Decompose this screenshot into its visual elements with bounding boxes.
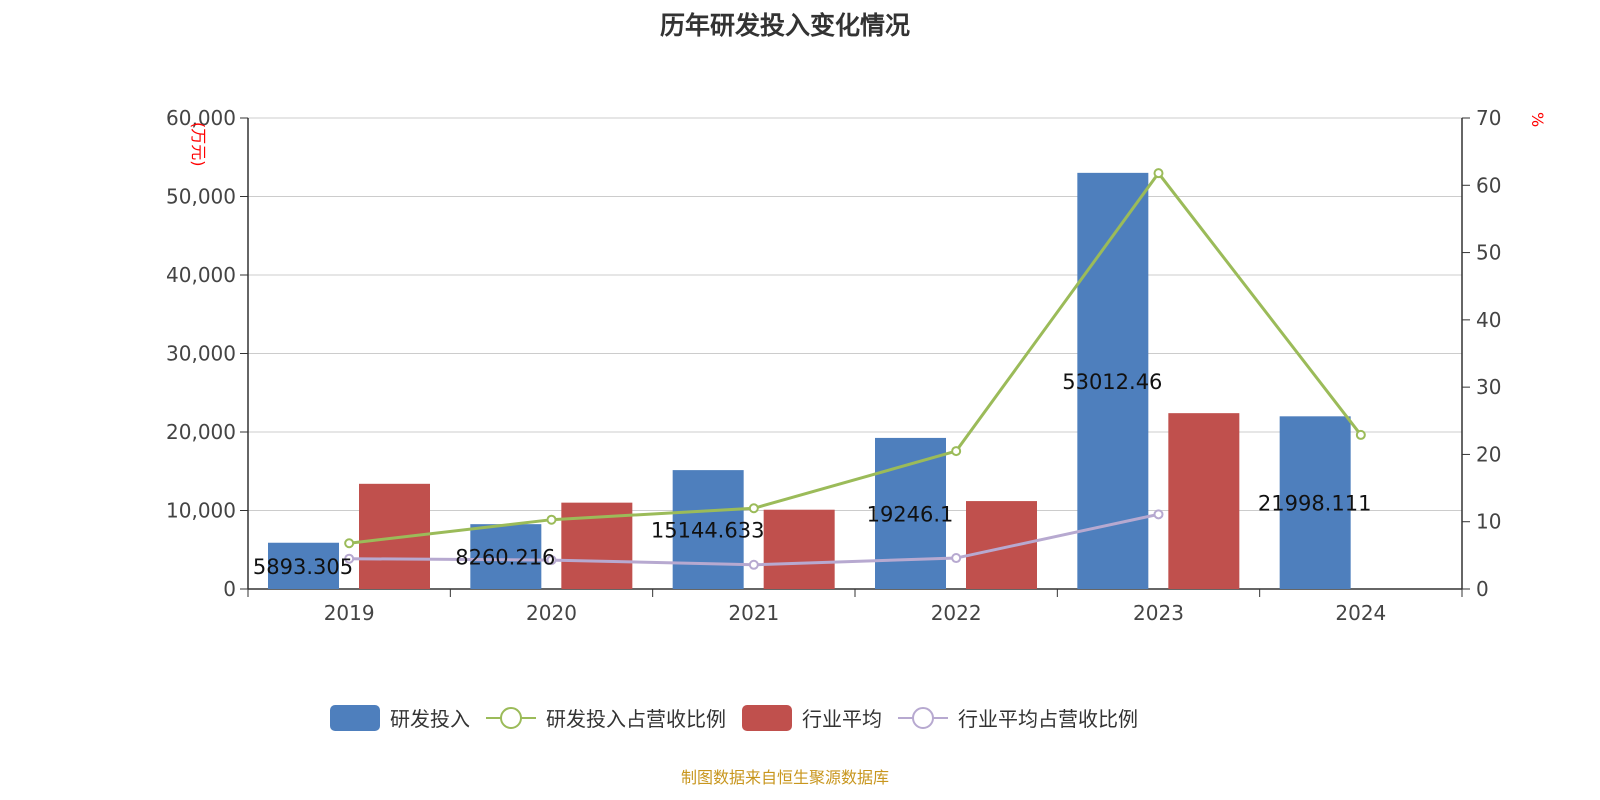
y-right-tick-label: 20 (1476, 442, 1501, 466)
y-left-tick-label: 30,000 (166, 342, 236, 366)
bar-value-label: 19246.1 (867, 502, 954, 526)
bar-rd (268, 542, 339, 589)
legend-item-industry-ratio[interactable]: 行业平均占营收比例 (898, 703, 1138, 732)
data-point (951, 553, 962, 564)
bar-value-label: 15144.633 (651, 519, 765, 543)
legend-swatch-industry (742, 704, 792, 731)
bar-industry (1168, 413, 1240, 589)
legend-label: 行业平均 (802, 707, 882, 731)
legend-line-icon (486, 706, 536, 729)
y-right-tick-label: 50 (1476, 241, 1501, 265)
y-left-tick-label: 10,000 (166, 499, 236, 523)
legend-item-rd[interactable]: 研发投入 (330, 703, 470, 732)
legend-label: 研发投入 (390, 707, 470, 731)
chart-title: 历年研发投入变化情况 (659, 11, 910, 40)
data-point (546, 514, 557, 525)
data-point (1153, 168, 1164, 179)
y-right-tick-label: 60 (1476, 173, 1501, 197)
bar-value-label: 8260.216 (455, 546, 555, 570)
bar-value-label: 21998.111 (1258, 492, 1372, 516)
x-tick-label: 2020 (526, 601, 577, 625)
y-left-tick-label: 40,000 (166, 263, 236, 287)
data-point (1153, 509, 1164, 520)
legend-swatch-rd (330, 704, 380, 731)
bar-rd (672, 470, 744, 589)
legend: 研发投入 研发投入占营收比例 行业平均 行业平均占营收比例 (330, 703, 1154, 732)
data-point (748, 559, 759, 570)
y-left-tick-label: 50,000 (166, 185, 236, 209)
data-point (1355, 429, 1366, 440)
x-tick-label: 2024 (1335, 601, 1386, 625)
y-left-axis-label: (万元) (189, 122, 208, 167)
data-point (344, 538, 355, 549)
data-point (951, 446, 962, 457)
x-tick-label: 2023 (1133, 601, 1184, 625)
data-point (748, 503, 759, 514)
bar-rd (470, 524, 542, 589)
y-right-tick-label: 30 (1476, 375, 1501, 399)
y-right-tick-label: 70 (1476, 106, 1501, 130)
data-point (546, 555, 557, 566)
legend-item-rd-ratio[interactable]: 研发投入占营收比例 (486, 703, 726, 732)
data-point (344, 553, 355, 564)
y-right-tick-label: 10 (1476, 510, 1501, 534)
bar-value-label: 53012.46 (1062, 370, 1162, 394)
x-tick-label: 2021 (728, 601, 779, 625)
legend-line-icon (898, 706, 948, 729)
bar-value-label: 5893.305 (253, 555, 353, 579)
legend-label: 研发投入占营收比例 (546, 707, 726, 731)
x-tick-label: 2022 (931, 601, 982, 625)
legend-item-industry[interactable]: 行业平均 (742, 703, 882, 732)
y-left-tick-label: 0 (223, 577, 236, 601)
y-right-axis-label: % (1528, 112, 1547, 127)
source-footer: 制图数据来自恒生聚源数据库 (680, 768, 889, 787)
y-left-tick-label: 20,000 (166, 420, 236, 444)
y-right-tick-label: 40 (1476, 308, 1501, 332)
y-right-tick-label: 0 (1476, 577, 1489, 601)
bar-industry (966, 501, 1037, 589)
y-left-tick-label: 60,000 (166, 106, 236, 130)
bar-industry (763, 509, 835, 589)
bar-rd (1279, 416, 1351, 589)
x-tick-label: 2019 (324, 601, 375, 625)
legend-label: 行业平均占营收比例 (958, 707, 1138, 731)
series-line-rd-ratio (348, 170, 1363, 545)
